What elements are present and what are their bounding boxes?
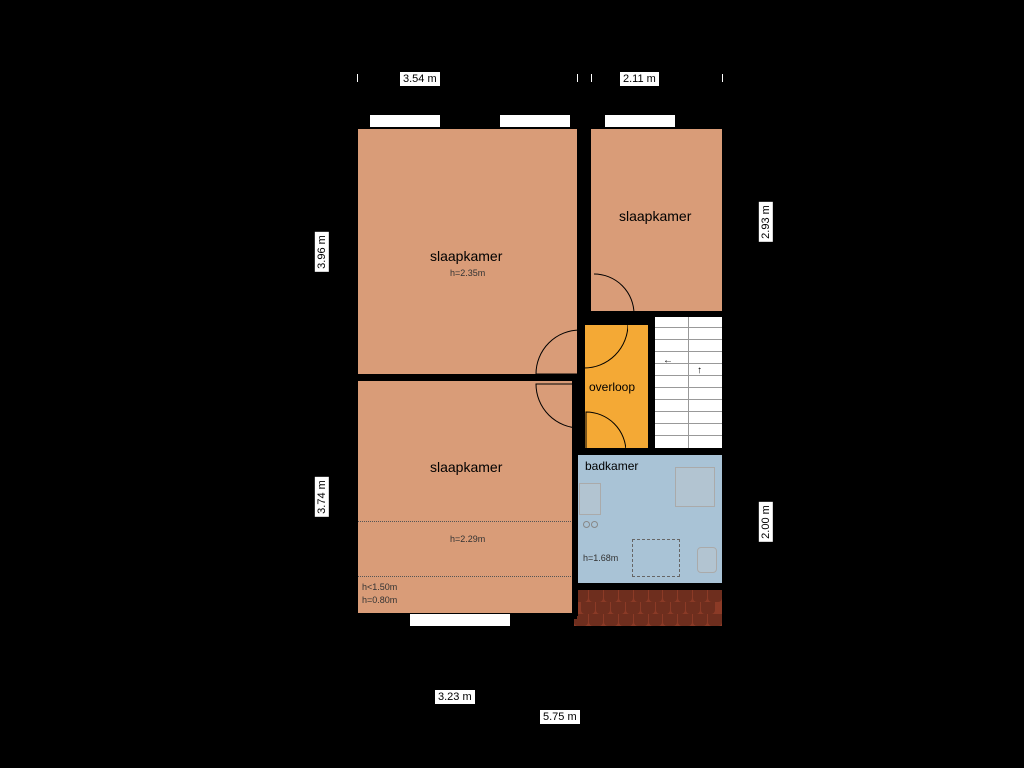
door-swing-icon: [530, 328, 580, 378]
wall: [722, 123, 728, 588]
dimension-label: 5.75 m: [540, 710, 580, 724]
stair-arrow-icon: ↑: [697, 365, 702, 376]
window: [605, 115, 675, 127]
sink-icon: [579, 483, 601, 515]
wall: [572, 583, 728, 589]
window: [370, 115, 440, 127]
dimension-label: 3.96 m: [315, 232, 329, 272]
dimension-label: 2.93 m: [759, 202, 773, 242]
shower-outline: [632, 539, 680, 577]
roof-tiles: [574, 590, 722, 626]
room-label: slaapkamer: [430, 248, 502, 264]
tap-icon: [591, 521, 598, 528]
door-swing-icon: [582, 408, 626, 452]
room-label: slaapkamer: [619, 208, 691, 224]
height-note: h=0.80m: [362, 595, 397, 605]
wall: [648, 315, 655, 451]
room-height-label: h=2.35m: [450, 268, 485, 278]
room-height-label: h=2.29m: [450, 534, 485, 544]
room-label: slaapkamer: [430, 459, 502, 475]
stairs: ← ↑: [655, 315, 722, 448]
window: [500, 115, 570, 127]
dim-tick: [591, 74, 592, 82]
dim-tick: [357, 74, 358, 82]
height-note: h<1.50m: [362, 582, 397, 592]
toilet-icon: [697, 547, 717, 573]
height-divider-line: [358, 521, 577, 522]
height-divider-line: [358, 576, 577, 577]
room-height-label: h=1.68m: [583, 553, 618, 563]
dimension-label: 2.00 m: [759, 502, 773, 542]
dimension-label: 3.54 m: [400, 72, 440, 86]
tap-icon: [583, 521, 590, 528]
stair-arrow-icon: ←: [663, 355, 673, 366]
door-swing-icon: [594, 270, 638, 314]
room-label: overloop: [589, 380, 635, 394]
dimension-label: 3.23 m: [435, 690, 475, 704]
room-bathroom: badkamer h=1.68m: [577, 455, 722, 583]
shower-fixture: [675, 467, 715, 507]
dim-tick: [722, 74, 723, 82]
dimension-label: 3.74 m: [315, 477, 329, 517]
door-swing-icon: [578, 318, 628, 374]
window: [410, 614, 510, 626]
wall: [352, 123, 358, 618]
room-label: badkamer: [585, 459, 638, 473]
door-swing-icon: [530, 380, 580, 430]
dimension-label: 2.11 m: [620, 72, 659, 86]
dim-tick: [577, 74, 578, 82]
